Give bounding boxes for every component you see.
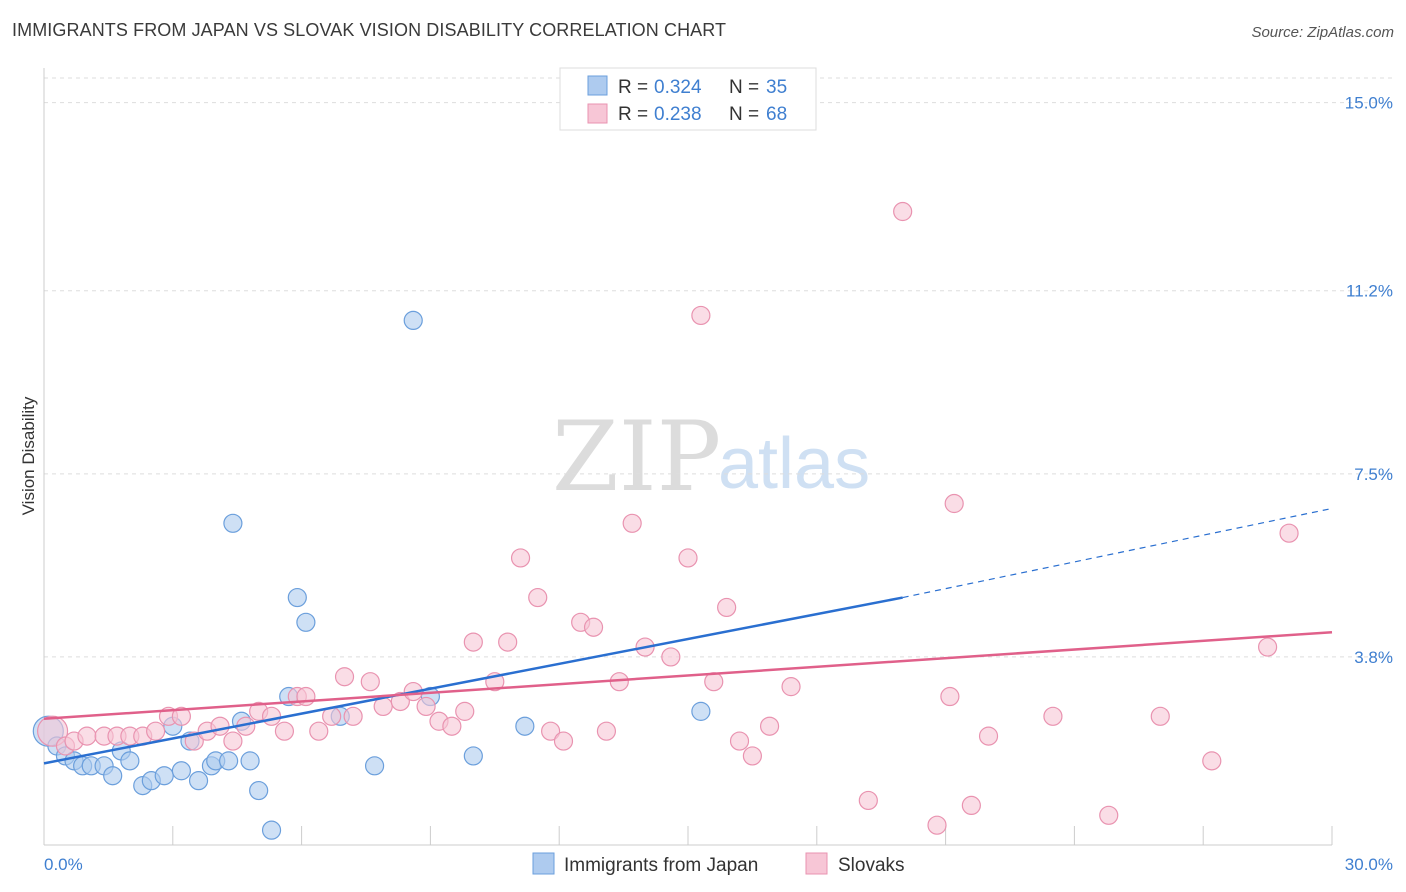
slovak-point [661,647,681,667]
grid-lines [44,77,1392,658]
japan-point [403,310,423,331]
series-immigrants-from-japan [32,310,711,840]
slovak-point [343,706,363,726]
watermark-zip: ZIP [552,401,721,513]
y-tick-label: 3.8% [1354,648,1393,667]
japan-point [261,820,282,840]
slovak-point [781,677,801,697]
slovak-point [390,691,410,712]
legend-n-label-slovak: N = [729,104,759,125]
japan-point [463,746,483,766]
slovak-point [184,731,204,751]
slovak-point [463,632,483,652]
slovak-point [309,721,329,741]
slovak-point [944,493,964,514]
legend-box: R = 0.324 N = 35 R = 0.238 N = 68 [559,67,817,131]
japan-point [154,766,174,786]
slovak-point [1099,805,1119,825]
legend-n-value-japan: 35 [766,77,787,98]
slovak-point [1150,706,1170,726]
slovak-point [541,721,561,741]
x-tick-label-min: 0.0% [44,855,83,874]
bottom-legend: Immigrants from Japan Slovaks [532,852,905,876]
slovak-point [742,746,763,766]
slovak-point [961,795,981,816]
japan-trend-line-extension [902,507,1333,599]
slovak-point [1202,751,1222,771]
japan-point [103,766,123,786]
legend-swatch-slovak [587,103,608,124]
slovak-point [729,731,750,751]
slovak-point [77,726,97,746]
source-label: Source: ZipAtlas.com [1251,24,1394,41]
slovak-point [416,696,436,717]
slovak-point [1257,637,1278,657]
slovak-point [360,672,380,692]
legend-r-label-slovak: R = [618,104,648,125]
bottom-legend-label-slovak: Slovaks [838,855,905,876]
legend-swatch-japan [587,75,608,96]
japan-point [171,761,191,781]
legend-r-label-japan: R = [618,77,648,98]
slovak-point [1043,706,1063,726]
slovak-point [455,701,475,721]
x-axis-ticks [43,826,1333,845]
japan-point [249,780,269,801]
japan-point [515,716,535,736]
slovak-point [691,305,711,326]
x-tick-label-max: 30.0% [1345,855,1393,874]
slovak-point [622,513,642,533]
slovak-point [978,726,999,746]
slovak-point [261,706,282,726]
legend-r-value-slovak: 0.238 [654,104,702,125]
slovak-point [553,731,574,751]
slovak-point [210,716,230,736]
japan-point [240,751,260,771]
slovak-point [334,667,355,687]
bottom-legend-swatch-slovak [805,852,828,875]
legend-n-label-japan: N = [729,77,759,98]
slovak-trend-line [43,630,1333,721]
japan-point [296,612,316,632]
slovak-point [940,686,960,707]
y-tick-label: 15.0% [1345,94,1393,113]
slovak-point [274,721,295,741]
watermark-atlas: atlas [718,424,870,504]
japan-point [219,751,239,771]
slovak-point [146,721,166,741]
slovak-point [678,548,698,568]
japan-point [223,513,243,533]
japan-point [691,701,711,721]
trend-lines [43,507,1333,765]
slovak-point [510,548,531,568]
slovak-point [858,790,878,811]
chart-title: IMMIGRANTS FROM JAPAN VS SLOVAK VISION D… [12,20,727,40]
y-tick-label: 11.2% [1346,282,1393,301]
japan-point [188,771,209,791]
slovak-point [596,721,617,741]
slovak-point [442,716,462,736]
slovak-point [759,716,780,736]
slovak-point [583,617,604,637]
slovak-point [528,587,548,608]
bottom-legend-swatch-japan [532,852,555,875]
legend-r-value-japan: 0.324 [654,77,702,98]
slovak-point [171,706,191,726]
japan-point [287,587,307,608]
slovak-point [498,632,518,652]
y-axis-title: Vision Disability [19,396,38,515]
slovak-point [927,815,947,835]
slovak-point [893,201,913,222]
y-tick-label: 7.5% [1354,465,1393,484]
japan-point [120,751,140,771]
slovak-point [717,597,737,618]
slovak-point [1279,523,1299,543]
slovak-point [223,731,243,751]
legend-n-value-slovak: 68 [766,104,787,125]
japan-point [364,756,385,776]
japan-trend-line [43,596,903,765]
bottom-legend-label-japan: Immigrants from Japan [564,855,758,876]
y-axis-tick-labels: 3.8% 7.5% 11.2% 15.0% [1345,94,1393,667]
